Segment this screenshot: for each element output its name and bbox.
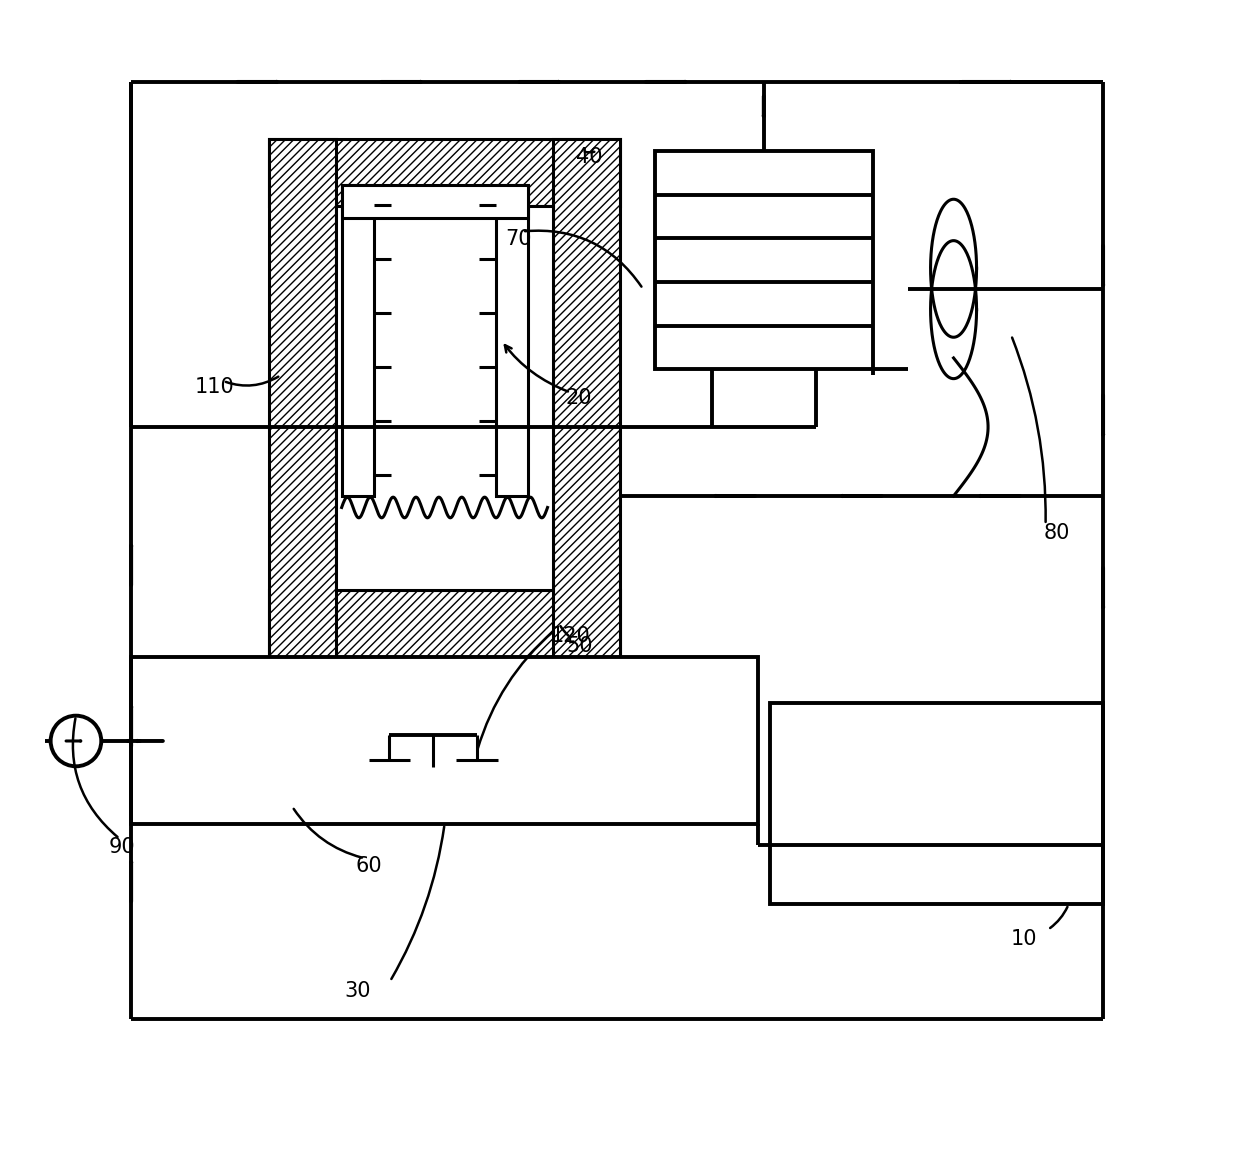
Text: 40: 40 [577, 146, 603, 167]
Text: 80: 80 [1043, 522, 1070, 543]
Text: 20: 20 [565, 389, 593, 408]
Text: 60: 60 [356, 857, 382, 876]
Bar [342, 186, 528, 218]
Text: 90: 90 [108, 837, 135, 857]
Bar [342, 186, 373, 496]
Circle shape [51, 716, 102, 767]
Bar [655, 151, 873, 369]
Text: 110: 110 [195, 377, 234, 397]
Text: 50: 50 [565, 635, 593, 656]
Bar [553, 140, 620, 657]
Bar [269, 590, 620, 657]
Text: 30: 30 [343, 980, 371, 1001]
Bar [131, 657, 758, 823]
Text: 10: 10 [1011, 929, 1038, 949]
Bar [336, 206, 553, 590]
Text: 70: 70 [505, 229, 532, 249]
Bar [269, 140, 336, 657]
Bar [496, 186, 528, 496]
Bar [269, 140, 620, 206]
Bar [770, 703, 1104, 904]
Text: 120: 120 [551, 626, 590, 647]
